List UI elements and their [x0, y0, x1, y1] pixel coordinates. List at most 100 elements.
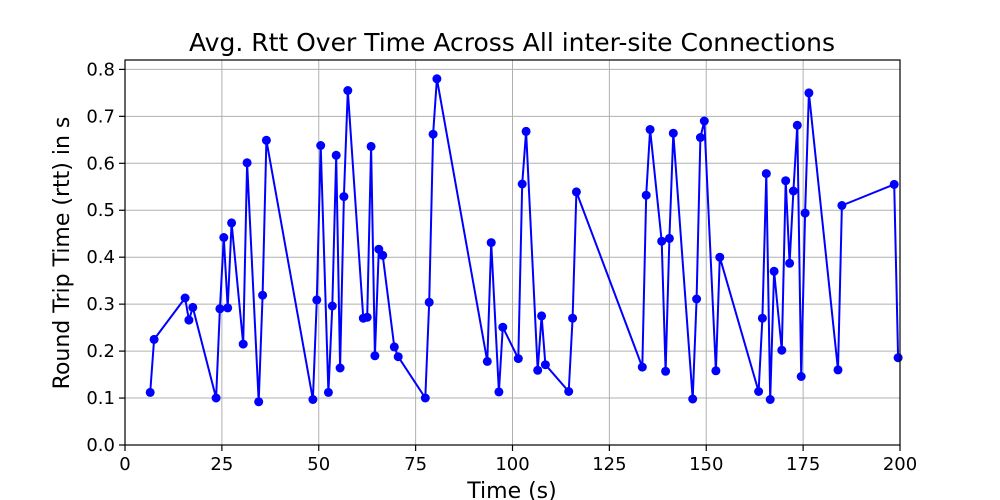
data-point: [149, 334, 159, 344]
data-point: [223, 303, 233, 313]
data-point: [800, 208, 810, 218]
data-point: [533, 365, 543, 375]
data-point: [777, 345, 787, 355]
y-tick-label: 0.1: [86, 388, 115, 409]
data-point: [242, 158, 252, 168]
data-point: [424, 297, 434, 307]
data-point: [494, 387, 504, 397]
data-point: [517, 179, 527, 189]
data-point: [215, 304, 225, 314]
data-point: [180, 293, 190, 303]
data-point: [378, 250, 388, 260]
data-point: [432, 74, 442, 84]
data-point: [498, 322, 508, 332]
x-tick-label: 200: [883, 454, 917, 475]
y-axis-label: Round Trip Time (rtt) in s: [50, 117, 75, 390]
data-point: [661, 366, 671, 376]
data-point: [754, 387, 764, 396]
data-point: [761, 169, 771, 179]
data-point: [699, 116, 709, 126]
data-point: [715, 252, 725, 262]
grid-lines: [124, 60, 901, 446]
data-point: [482, 356, 492, 366]
data-point: [339, 192, 349, 202]
data-point: [785, 258, 795, 268]
data-point: [657, 236, 667, 246]
data-point: [316, 141, 326, 150]
data-point: [366, 141, 376, 151]
data-point: [261, 135, 271, 145]
data-point: [254, 397, 264, 407]
data-point: [428, 129, 438, 139]
y-tick-label: 0.4: [86, 247, 115, 268]
data-point: [211, 393, 221, 403]
data-point: [796, 372, 806, 381]
data-point: [258, 290, 268, 300]
data-point: [645, 125, 655, 134]
x-tick-label: 150: [689, 454, 723, 475]
data-point: [668, 128, 678, 138]
data-point: [637, 362, 647, 372]
data-point: [695, 133, 705, 142]
data-point: [331, 150, 341, 160]
data-point: [343, 86, 353, 95]
x-tick-label: 75: [404, 454, 427, 475]
data-point: [420, 393, 430, 403]
y-tick-label: 0.5: [86, 200, 115, 221]
data-point: [837, 201, 847, 210]
axis-ticks: 0 25 50 75 100 125 150 175 200 0.0 0.1 0.2 0.3 0.4 0.5…: [86, 59, 917, 475]
data-point: [393, 352, 403, 362]
data-point: [513, 354, 523, 364]
data-point: [540, 360, 550, 370]
data-point: [238, 339, 248, 349]
data-point: [184, 315, 194, 325]
y-tick-label: 0.2: [86, 341, 115, 362]
data-point: [889, 179, 899, 189]
y-tick-label: 0.3: [86, 294, 115, 315]
data-point: [688, 394, 698, 404]
data-point: [227, 218, 237, 228]
data-point: [664, 233, 674, 243]
data-point: [792, 120, 802, 130]
data-point: [537, 311, 547, 321]
chart-title: Avg. Rtt Over Time Across All inter-site…: [189, 28, 835, 57]
data-point: [564, 387, 574, 396]
y-tick-label: 0.0: [86, 435, 115, 456]
data-point: [308, 395, 318, 404]
data-point: [571, 187, 581, 197]
data-point: [145, 387, 155, 397]
series-group: [145, 74, 903, 407]
x-tick-label: 100: [495, 454, 529, 475]
data-point: [781, 176, 791, 186]
data-point: [389, 342, 399, 352]
data-point: [370, 351, 380, 361]
data-point: [833, 365, 843, 375]
y-tick-label: 0.7: [86, 106, 115, 127]
plot-frame: [124, 59, 901, 446]
data-point: [765, 395, 775, 404]
data-point: [711, 366, 721, 376]
x-tick-label: 25: [210, 454, 233, 475]
x-tick-label: 50: [307, 454, 330, 475]
data-point: [757, 313, 767, 323]
data-point: [893, 353, 903, 363]
data-point: [312, 295, 322, 305]
data-point: [188, 302, 198, 312]
y-tick-label: 0.8: [86, 59, 115, 80]
series-line: [149, 77, 900, 403]
data-point: [521, 126, 531, 136]
data-point: [568, 313, 578, 323]
data-point: [219, 233, 229, 242]
y-tick-label: 0.6: [86, 153, 115, 174]
data-point: [804, 88, 814, 98]
data-point: [769, 266, 779, 276]
data-point: [692, 294, 702, 304]
x-tick-label: 175: [786, 454, 820, 475]
data-point: [486, 238, 496, 248]
data-point: [788, 186, 798, 196]
data-point: [327, 301, 337, 311]
x-tick-label: 125: [592, 454, 626, 475]
data-point: [362, 312, 372, 322]
